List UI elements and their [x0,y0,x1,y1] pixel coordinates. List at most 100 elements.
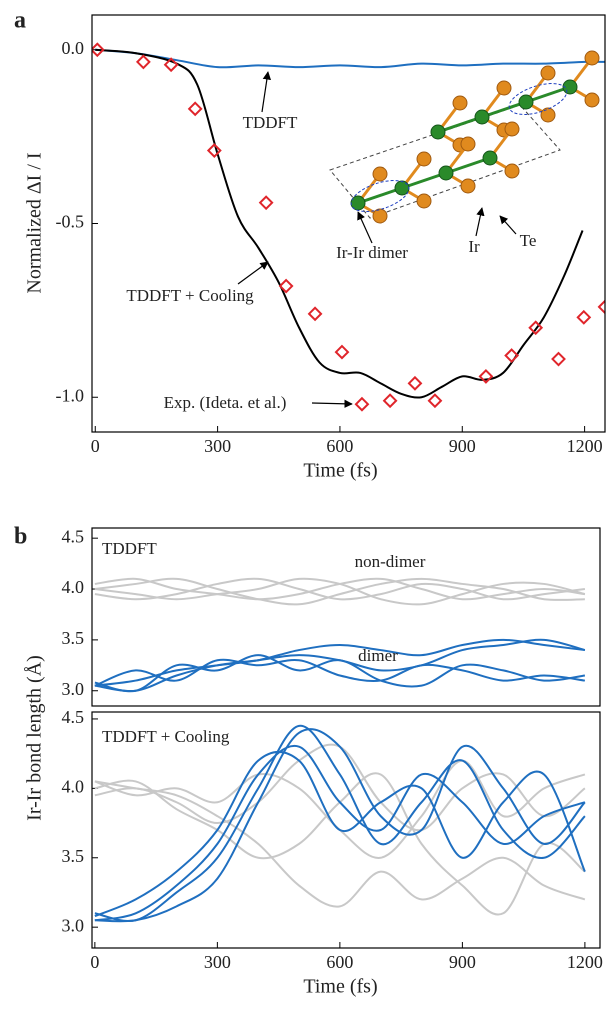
x-tick-label: 0 [90,952,99,972]
y-tick-label: 0.0 [62,38,85,58]
y-tick-label: -1.0 [56,385,85,405]
data-point [278,278,294,294]
data-point [354,396,370,412]
data-point [478,368,494,384]
annotation-arrow [357,211,373,244]
panel-label: b [14,524,27,550]
data-line [94,577,586,601]
te-atom [496,80,512,96]
annotation-arrow [237,261,269,285]
data-line [94,743,586,832]
y-axis-label: Ir-Ir bond length (Å) [24,655,46,821]
data-point [307,306,323,322]
annotation: Ir [468,237,480,256]
annotation: Exp. (Ideta. et al.) [164,393,287,412]
x-tick-label: 900 [449,952,476,972]
axes-frame [91,14,606,433]
data-line [94,658,586,687]
te-atom [416,151,432,167]
data-point [407,375,423,391]
ir-atom [474,109,490,125]
data-point [92,42,105,58]
x-tick-label: 600 [326,952,353,972]
axes-frame [91,711,601,949]
annotation-arrow [261,71,272,113]
te-atom [416,193,432,209]
data-point [258,195,274,211]
ir-atom [482,150,498,166]
ir-atom [394,180,410,196]
bond [437,115,483,134]
te-atom [540,107,556,123]
data-line [94,724,586,922]
y-tick-label: -0.5 [56,212,85,232]
annotation: non-dimer [355,552,426,571]
te-atom [452,95,468,111]
te-atom [504,121,520,137]
data-point [576,309,592,325]
annotation-arrow [311,399,353,409]
bond [525,85,571,104]
y-tick-label: 3.5 [62,846,85,866]
plot-area [94,577,586,693]
dimer-ring [508,83,568,115]
ir-atom [438,165,454,181]
x-tick-label: 300 [204,436,231,456]
te-atom [504,163,520,179]
annotation: Te [520,231,537,250]
data-line [94,728,586,923]
y-tick-label: 3.0 [62,679,85,699]
data-point [597,299,605,315]
bond [401,171,447,190]
data-point [135,54,151,70]
annotation: TDDFT [243,113,298,132]
ir-atom [430,124,446,140]
data-line [94,744,586,922]
y-axis-label: Normalized ΔI / I [24,152,46,293]
x-tick-label: 1200 [567,436,603,456]
axes-frame [91,527,601,707]
annotation: TDDFT [102,539,157,558]
x-axis-label: Time (fs) [303,976,377,998]
y-tick-label: 4.0 [62,776,85,796]
data-line [94,638,586,693]
data-point [187,101,203,117]
data-line [94,577,585,606]
data-point [427,393,443,409]
x-tick-label: 600 [326,436,353,456]
plot-area [94,724,586,923]
data-point [382,393,398,409]
data-point [504,348,520,363]
data-line [94,654,586,693]
annotation: Ir-Ir dimer [336,243,408,262]
x-tick-label: 300 [204,952,231,972]
x-tick-label: 1200 [567,952,603,972]
x-tick-label: 900 [449,436,476,456]
data-point [528,320,544,336]
crystal-inset [329,50,600,224]
te-atom [540,65,556,81]
y-tick-label: 3.0 [62,915,85,935]
x-axis-label: Time (fs) [303,460,377,482]
data-point [206,143,222,158]
data-point [163,57,179,73]
data-line [95,48,605,69]
data-line [95,48,584,399]
annotation-arrow [475,207,485,237]
annotation-arrow [499,215,517,235]
data-line [94,750,586,917]
data-line [94,772,586,916]
annotation: dimer [358,646,398,665]
y-tick-label: 3.5 [62,628,85,648]
plot-area [92,42,605,412]
x-tick-label: 0 [91,436,100,456]
te-atom [372,166,388,182]
bond [357,186,403,205]
annotation: TDDFT + Cooling [102,727,230,746]
data-line [94,577,586,606]
te-atom [372,208,388,224]
data-line [94,780,586,908]
data-line [94,638,586,687]
